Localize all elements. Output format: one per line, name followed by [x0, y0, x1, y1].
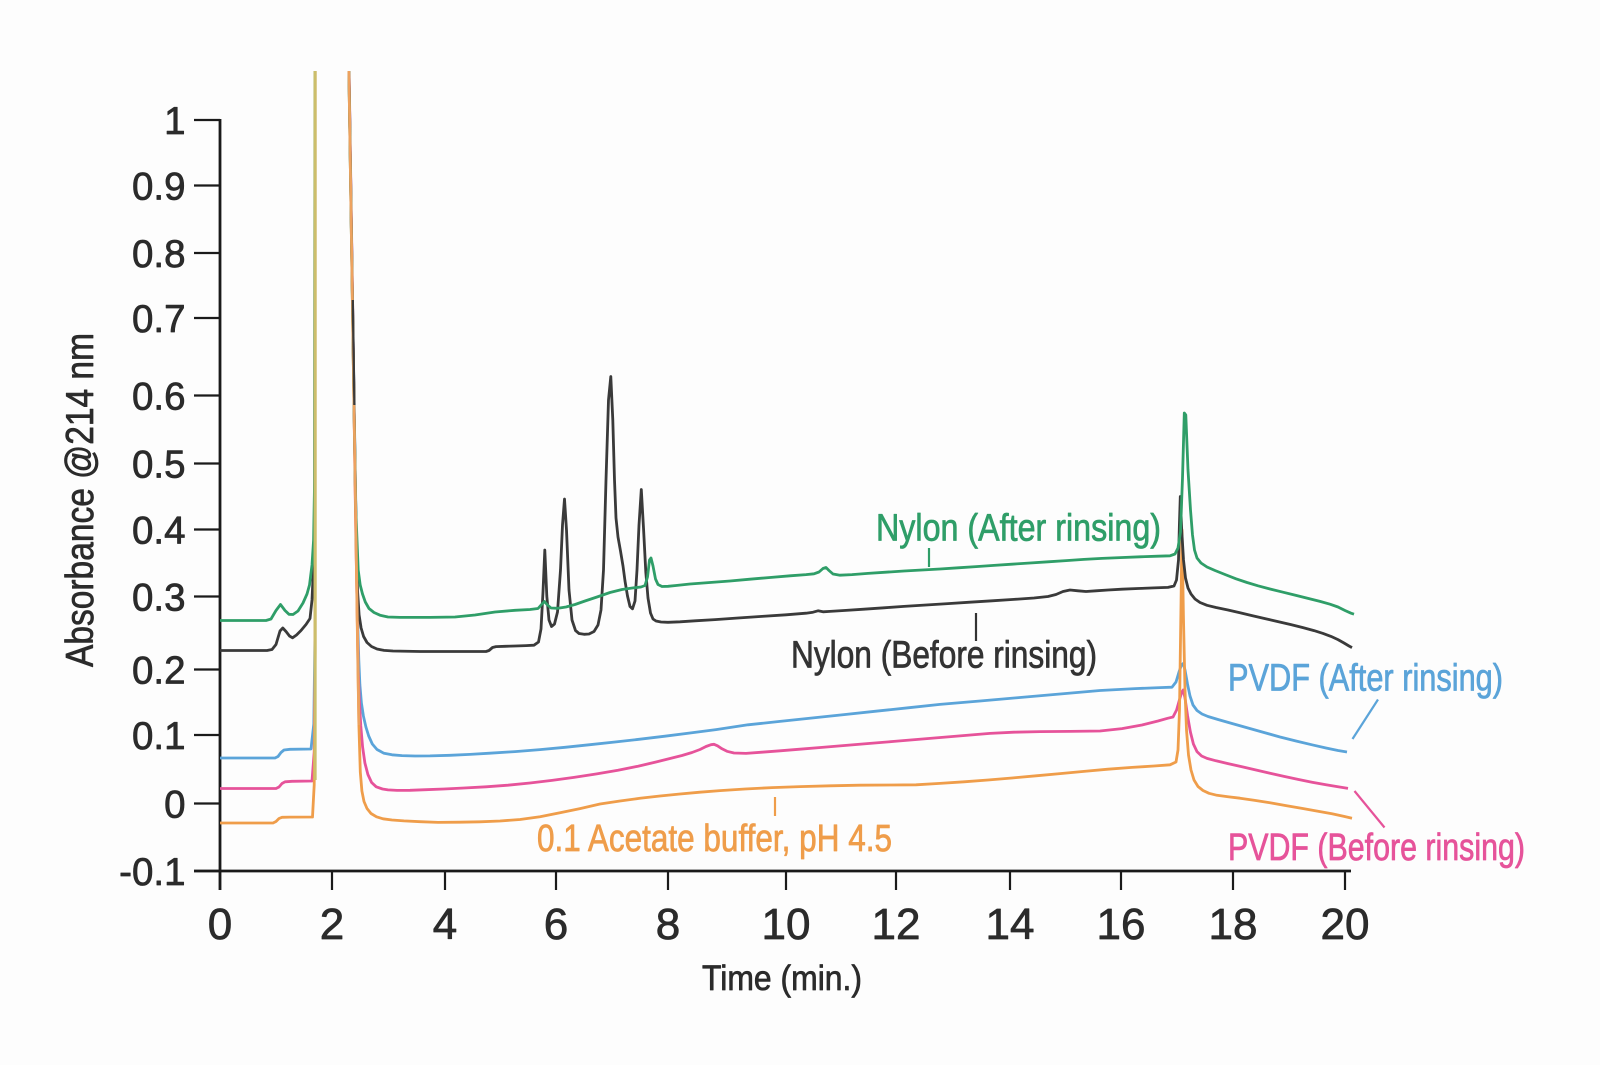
svg-text:12: 12	[872, 900, 921, 949]
svg-text:2: 2	[320, 900, 344, 949]
svg-text:Absorbance @214 nm: Absorbance @214 nm	[59, 333, 102, 667]
svg-text:0.8: 0.8	[132, 233, 186, 276]
svg-text:PVDF (Before rinsing): PVDF (Before rinsing)	[1228, 827, 1525, 869]
svg-text:0.1: 0.1	[132, 715, 186, 758]
svg-text:PVDF (After rinsing): PVDF (After rinsing)	[1228, 658, 1503, 700]
svg-text:8: 8	[656, 900, 680, 949]
svg-text:20: 20	[1321, 900, 1370, 949]
svg-text:0.2: 0.2	[132, 650, 186, 693]
svg-text:0.3: 0.3	[132, 577, 186, 620]
svg-text:0.9: 0.9	[132, 166, 186, 209]
svg-text:14: 14	[986, 900, 1035, 949]
svg-text:0.6: 0.6	[132, 376, 186, 419]
svg-text:0: 0	[208, 900, 232, 949]
svg-text:Nylon (Before rinsing): Nylon (Before rinsing)	[791, 635, 1097, 677]
svg-text:0: 0	[164, 784, 185, 827]
svg-text:-0.1: -0.1	[119, 851, 185, 894]
svg-text:16: 16	[1097, 900, 1146, 949]
svg-text:Time (min.): Time (min.)	[702, 958, 862, 998]
svg-text:1: 1	[164, 100, 185, 143]
svg-text:0.4: 0.4	[132, 510, 186, 553]
svg-text:Nylon (After rinsing): Nylon (After rinsing)	[876, 508, 1161, 550]
svg-text:18: 18	[1209, 900, 1258, 949]
svg-text:6: 6	[544, 900, 568, 949]
svg-text:0.1 Acetate buffer, pH 4.5: 0.1 Acetate buffer, pH 4.5	[537, 818, 892, 860]
svg-text:4: 4	[433, 900, 457, 949]
svg-text:10: 10	[762, 900, 811, 949]
svg-text:0.7: 0.7	[132, 298, 186, 341]
svg-text:0.5: 0.5	[132, 444, 186, 487]
